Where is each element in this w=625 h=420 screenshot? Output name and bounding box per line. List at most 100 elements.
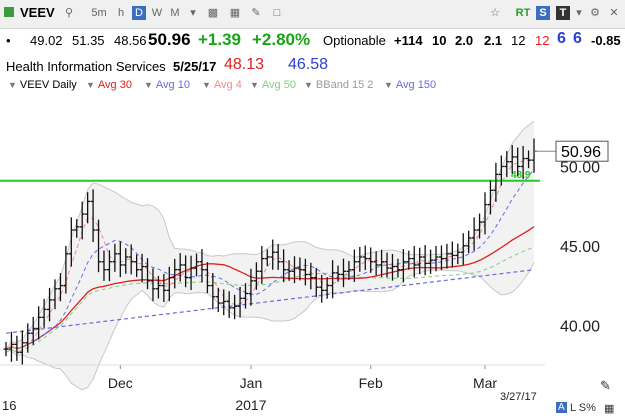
timeframe-5m[interactable]: 5m xyxy=(91,7,107,19)
price-bar xyxy=(291,256,297,284)
quote-change: +1.39 xyxy=(198,30,242,49)
legend-item-avg10[interactable]: ▼ Avg 10 xyxy=(144,79,190,91)
price-bar xyxy=(74,219,80,238)
search-icon[interactable]: ⚲ xyxy=(64,7,74,19)
price-bar xyxy=(194,253,200,277)
log-scale-label[interactable]: L S% xyxy=(570,402,596,414)
price-bar xyxy=(68,217,74,267)
info-date: 5/25/17 xyxy=(173,59,217,74)
price-bar xyxy=(79,201,85,240)
price-bar xyxy=(466,230,472,254)
timeframe-m[interactable]: M xyxy=(170,7,180,19)
timeframe-w[interactable]: W xyxy=(151,7,163,19)
badge-s[interactable]: S xyxy=(536,6,550,20)
quote-n9: -0.85 xyxy=(591,33,621,48)
legend-label: Avg 30 xyxy=(97,79,132,91)
zoom-icon[interactable]: A xyxy=(556,402,567,413)
price-bar xyxy=(384,252,390,278)
price-bars xyxy=(3,138,537,365)
last-price-label: 50.96 xyxy=(561,144,601,161)
price-bar xyxy=(498,155,504,186)
price-bar xyxy=(460,233,466,265)
legend-item-avg4[interactable]: ▼ Avg 4 xyxy=(202,79,242,91)
price-bar xyxy=(411,246,417,278)
dropdown-icon: ▼ xyxy=(304,80,313,90)
price-bar xyxy=(477,213,483,239)
x-tick-label: Mar xyxy=(473,375,497,391)
price-bar xyxy=(253,262,259,290)
price-bar xyxy=(19,330,25,365)
price-bar xyxy=(351,249,357,282)
price-bar xyxy=(509,145,515,174)
price-bar xyxy=(433,245,439,272)
price-bar xyxy=(400,249,406,283)
price-bar xyxy=(493,162,499,202)
price-bar xyxy=(487,180,493,215)
price-bar xyxy=(36,306,42,340)
badge-rt[interactable]: RT xyxy=(515,7,531,19)
price-bar xyxy=(3,341,9,357)
bollinger-band xyxy=(5,120,535,391)
quote-high: 51.35 xyxy=(72,33,105,48)
price-bar xyxy=(319,274,325,303)
price-bar xyxy=(134,254,140,278)
chart-options-icon[interactable]: ▦ xyxy=(604,403,615,415)
legend-item-bband[interactable]: ▼ BBand 15 2 xyxy=(304,79,373,91)
legend-item-veev-daily[interactable]: ▼ VEEV Daily xyxy=(8,79,77,91)
price-bar xyxy=(449,241,455,268)
price-bar xyxy=(96,219,102,273)
y-tick-label: 50.00 xyxy=(560,159,600,176)
badge-t[interactable]: T xyxy=(556,6,570,20)
info-bar: Health Information Services 5/25/17 48.1… xyxy=(0,55,625,75)
symbol-dropdown-icon[interactable] xyxy=(4,7,14,17)
avg10-line xyxy=(5,168,535,350)
page-icon[interactable]: □ xyxy=(273,7,281,19)
menu-dropdown-icon[interactable]: ▾ xyxy=(576,7,582,19)
green-level-line: 48.9 xyxy=(0,170,540,182)
quote-optionable: Optionable xyxy=(323,33,386,48)
toolbar: VEEV ⚲ 5m h D W M ▾ ▩ ▦ ✎ □ ☆ RT S T ▾ ⚙… xyxy=(0,0,625,29)
x-tick-label: Dec xyxy=(108,375,133,391)
price-bar xyxy=(379,249,385,277)
avg30-line xyxy=(5,226,535,350)
legend-item-avg50[interactable]: ▼ Avg 50 xyxy=(250,79,296,91)
pencil-icon[interactable]: ✎ xyxy=(600,378,611,393)
settings-icon[interactable]: ⚙ xyxy=(590,7,600,19)
symbol-label[interactable]: VEEV xyxy=(20,5,55,20)
price-bar xyxy=(340,258,346,288)
price-bar xyxy=(172,258,178,289)
legend-label: BBand 15 2 xyxy=(315,79,374,91)
price-bar xyxy=(422,245,428,276)
quote-last-low: 49.02 xyxy=(30,33,63,48)
legend: ▼ VEEV Daily ▼ Avg 30 ▼ Avg 10 ▼ Avg 4 ▼ Avg … xyxy=(0,77,625,95)
price-bar xyxy=(199,249,205,283)
dropdown-icon[interactable]: ▾ xyxy=(190,7,196,19)
legend-item-avg30[interactable]: ▼ Avg 30 xyxy=(86,79,132,91)
pencil-icon[interactable]: ✎ xyxy=(251,7,261,19)
price-bar xyxy=(30,316,36,345)
bband-fill xyxy=(6,121,534,390)
price-bar xyxy=(52,279,58,310)
timeframe-d[interactable]: D xyxy=(132,6,146,20)
dropdown-icon: ▼ xyxy=(86,80,95,90)
avg150-line xyxy=(5,269,535,334)
bar-chart-icon[interactable]: ▩ xyxy=(207,7,219,19)
date-label: 3/27/17 xyxy=(500,391,537,403)
price-bar xyxy=(128,244,134,275)
price-bar xyxy=(161,273,167,303)
price-bar xyxy=(243,283,249,309)
price-bar xyxy=(188,255,194,291)
price-bar xyxy=(139,253,145,283)
price-bar xyxy=(275,244,281,270)
star-icon[interactable]: ☆ xyxy=(490,7,500,19)
price-bar xyxy=(417,247,423,275)
dropdown-icon: ▼ xyxy=(384,80,393,90)
price-bar xyxy=(455,243,461,265)
close-icon[interactable]: ✕ xyxy=(609,7,619,19)
price-bar xyxy=(177,253,183,282)
timeframe-h[interactable]: h xyxy=(117,7,125,19)
quote-n5: 12 xyxy=(511,33,526,48)
grid-icon[interactable]: ▦ xyxy=(229,7,241,19)
legend-item-avg150[interactable]: ▼ Avg 150 xyxy=(384,79,436,91)
